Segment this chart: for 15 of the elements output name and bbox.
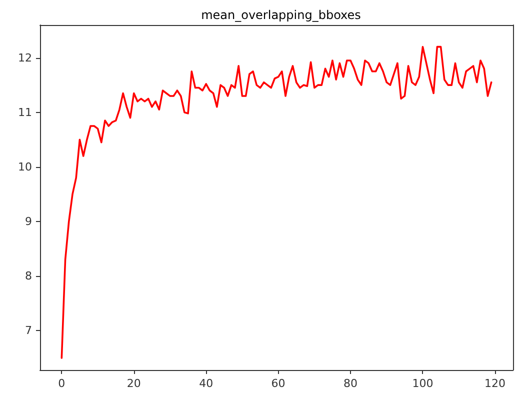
line-series — [60, 46, 492, 359]
x-tick-label: 40 — [199, 377, 214, 390]
x-tick-label: 120 — [484, 377, 506, 390]
y-tick-label: 11 — [18, 106, 32, 119]
y-tick-label: 7 — [25, 324, 32, 338]
x-tick-label: 20 — [126, 377, 141, 390]
y-tick-label: 12 — [18, 51, 32, 64]
chart-title: mean_overlapping_bboxes — [201, 8, 361, 22]
x-tick-label: 100 — [412, 377, 434, 390]
x-tick-label: 80 — [344, 377, 358, 390]
y-tick-label: 8 — [25, 270, 32, 283]
y-tick-label: 10 — [18, 160, 32, 174]
x-tick-label: 0 — [58, 377, 66, 390]
x-tick-label: 60 — [271, 377, 286, 390]
y-tick-label: 9 — [25, 215, 32, 228]
